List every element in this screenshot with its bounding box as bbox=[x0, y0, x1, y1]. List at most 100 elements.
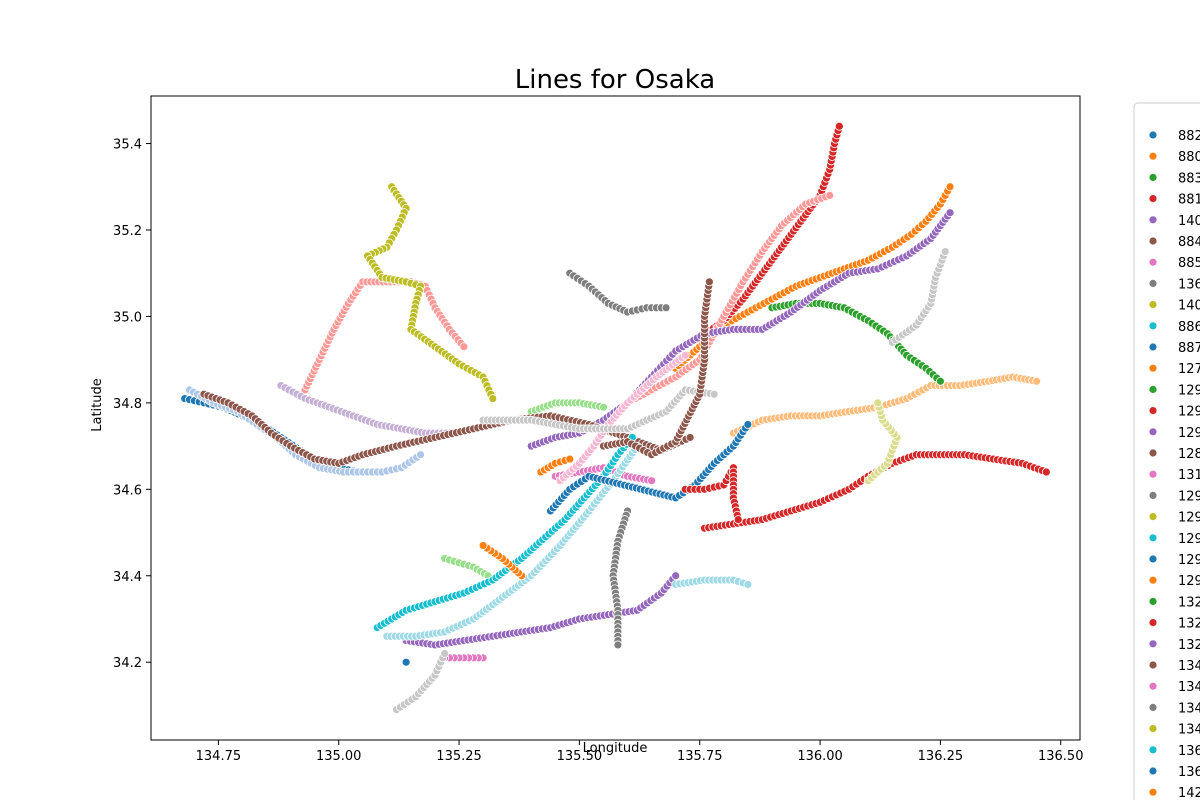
legend-marker bbox=[1148, 724, 1158, 733]
legend-marker bbox=[1148, 618, 1158, 627]
legend-label: 132 bbox=[1178, 617, 1200, 632]
data-point bbox=[936, 376, 945, 386]
legend-marker bbox=[1148, 469, 1158, 479]
legend-marker bbox=[1148, 681, 1158, 691]
legend-marker bbox=[1148, 363, 1158, 373]
data-point bbox=[459, 342, 469, 352]
data-point bbox=[873, 398, 883, 408]
legend-label: 142 bbox=[1178, 786, 1200, 800]
legend-label: 885 bbox=[1178, 256, 1200, 271]
legend-label: 129 bbox=[1178, 511, 1200, 526]
legend-label: 129 bbox=[1178, 426, 1200, 441]
y-tick-label: 34.2 bbox=[113, 656, 142, 671]
legend-marker bbox=[1148, 703, 1158, 712]
legend-marker bbox=[1148, 406, 1158, 416]
data-point bbox=[685, 433, 695, 442]
legend-marker bbox=[1148, 512, 1158, 521]
data-point bbox=[1041, 467, 1051, 477]
legend-label: 131 bbox=[1178, 468, 1200, 483]
legend-label: 136 bbox=[1178, 765, 1200, 780]
data-point bbox=[613, 640, 623, 650]
legend-label: 129 bbox=[1178, 489, 1200, 504]
legend-label: 129 bbox=[1178, 383, 1200, 398]
x-tick-label: 135.25 bbox=[436, 749, 482, 764]
data-point bbox=[661, 303, 671, 313]
data-point bbox=[709, 389, 719, 399]
y-axis-label: Latitude bbox=[90, 378, 105, 432]
legend-marker bbox=[1148, 745, 1158, 755]
data-point bbox=[680, 350, 690, 360]
legend-marker bbox=[1148, 342, 1158, 352]
legend-marker bbox=[1148, 278, 1158, 288]
data-point bbox=[647, 476, 657, 486]
legend-label: 134 bbox=[1178, 659, 1200, 674]
y-tick-label: 35.2 bbox=[113, 224, 142, 239]
data-point bbox=[945, 208, 955, 218]
legend-marker bbox=[1148, 575, 1158, 585]
legend-label: 136 bbox=[1178, 277, 1200, 292]
legend-marker bbox=[1148, 194, 1158, 204]
legend-marker bbox=[1148, 257, 1158, 267]
legend-label: 886 bbox=[1178, 320, 1200, 335]
data-points bbox=[180, 121, 1051, 715]
data-point bbox=[743, 420, 753, 429]
legend-label: 887 bbox=[1178, 341, 1200, 356]
data-point bbox=[704, 277, 714, 287]
x-tick-label: 135.75 bbox=[677, 749, 723, 764]
legend-marker bbox=[1148, 660, 1158, 670]
y-tick-label: 35.4 bbox=[113, 138, 142, 153]
x-tick-label: 136.00 bbox=[797, 749, 843, 764]
data-point bbox=[401, 657, 411, 667]
legend-marker bbox=[1148, 172, 1158, 182]
legend-label: 129 bbox=[1178, 405, 1200, 420]
legend-label: 129 bbox=[1178, 553, 1200, 568]
legend-marker bbox=[1148, 215, 1158, 225]
legend-label: 129 bbox=[1178, 532, 1200, 547]
data-point bbox=[416, 450, 425, 460]
legend-marker bbox=[1148, 151, 1158, 161]
data-point bbox=[488, 394, 498, 403]
legend-label: 882 bbox=[1178, 129, 1200, 144]
y-tick-label: 34.6 bbox=[113, 483, 142, 498]
plot-area-frame bbox=[150, 95, 1081, 741]
y-tick-label: 35.0 bbox=[113, 310, 142, 325]
data-point bbox=[599, 402, 608, 412]
legend-marker bbox=[1148, 300, 1158, 310]
x-tick-label: 134.75 bbox=[196, 749, 242, 764]
legend-marker bbox=[1148, 787, 1158, 797]
legend-label: 880 bbox=[1178, 150, 1200, 165]
data-point bbox=[478, 541, 488, 550]
legend-label: 881 bbox=[1178, 193, 1200, 208]
data-point bbox=[834, 121, 844, 131]
x-tick-label: 136.50 bbox=[1038, 749, 1084, 764]
x-tick-label: 135.50 bbox=[557, 749, 603, 764]
legend-marker bbox=[1148, 448, 1158, 458]
legend-marker bbox=[1148, 597, 1158, 606]
data-point bbox=[945, 182, 955, 192]
legend-marker bbox=[1148, 766, 1158, 776]
legend-marker bbox=[1148, 427, 1158, 437]
chart-title: Lines for Osaka bbox=[515, 65, 715, 95]
legend-label: 132 bbox=[1178, 595, 1200, 610]
legend-label: 136 bbox=[1178, 744, 1200, 759]
data-point bbox=[565, 454, 575, 464]
data-point bbox=[733, 515, 743, 524]
x-axis-label: Longitude bbox=[583, 741, 648, 756]
y-tick-label: 34.8 bbox=[113, 397, 142, 412]
data-point bbox=[940, 247, 950, 256]
data-point bbox=[825, 191, 835, 200]
legend-label: 140 bbox=[1178, 299, 1200, 314]
legend-label: 134 bbox=[1178, 680, 1200, 695]
legend-marker bbox=[1148, 533, 1158, 543]
legend-label: 883 bbox=[1178, 171, 1200, 186]
legend-label: 134 bbox=[1178, 701, 1200, 716]
legend-marker bbox=[1148, 236, 1158, 246]
legend: 882 880 883 881 140 884 885 136 140 886 887 127 129 1… bbox=[1133, 102, 1200, 804]
legend-box bbox=[1133, 102, 1200, 804]
legend-label: 140 bbox=[1178, 214, 1200, 229]
data-point bbox=[743, 580, 753, 589]
legend-marker bbox=[1148, 130, 1158, 140]
x-axis-ticks: 134.75 135.00 135.25 135.50 135.75 136.00 136.… bbox=[196, 740, 1084, 764]
